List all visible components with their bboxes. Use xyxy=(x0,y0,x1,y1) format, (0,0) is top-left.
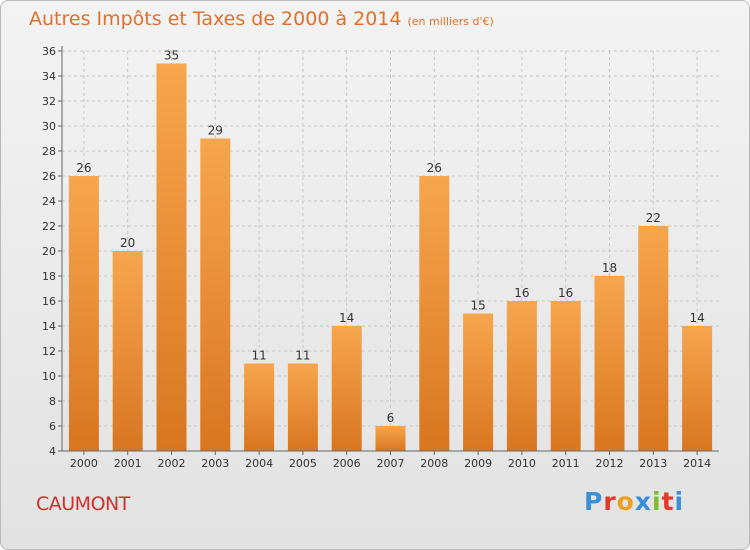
logo-letter: t xyxy=(661,487,675,516)
x-tick-label: 2000 xyxy=(70,457,98,470)
title-unit: (en milliers d'€) xyxy=(407,15,494,28)
y-tick-label: 32 xyxy=(42,95,56,108)
y-tick-label: 36 xyxy=(42,45,56,58)
bar xyxy=(594,276,625,451)
bar xyxy=(244,363,275,451)
bar xyxy=(638,226,669,451)
bar xyxy=(550,301,581,451)
chart-title: Autres Impôts et Taxes de 2000 à 2014 (en… xyxy=(29,8,494,30)
y-tick-label: 8 xyxy=(49,395,56,408)
x-tick-label: 2009 xyxy=(464,457,492,470)
logo-letter: r xyxy=(603,487,617,516)
bar xyxy=(463,313,494,451)
bar-value-label: 6 xyxy=(387,411,395,425)
x-tick-label: 2005 xyxy=(289,457,317,470)
bar xyxy=(112,251,143,451)
town-name: CAUMONT xyxy=(36,493,130,515)
axes: 4 6 8 10 12 14 16 18 20 22 24 26 28 30 32 34 36 2000 2001 2… xyxy=(42,45,719,470)
bar-value-label: 29 xyxy=(208,124,223,138)
bar xyxy=(419,176,450,451)
bar xyxy=(682,326,713,451)
y-tick-label: 18 xyxy=(42,270,56,283)
x-tick-label: 2004 xyxy=(245,457,273,470)
bar-value-label: 16 xyxy=(514,286,529,300)
bar-value-label: 35 xyxy=(164,49,179,63)
bar xyxy=(375,426,406,451)
x-tick-label: 2013 xyxy=(639,457,667,470)
y-tick-label: 26 xyxy=(42,170,56,183)
bar-value-label: 11 xyxy=(295,349,310,363)
x-tick-label: 2003 xyxy=(201,457,229,470)
y-tick-label: 34 xyxy=(42,70,56,83)
y-tick-label: 6 xyxy=(49,420,56,433)
bar-value-label: 16 xyxy=(558,286,573,300)
y-tick-label: 4 xyxy=(49,445,56,458)
proxiti-logo[interactable]: Proxiti xyxy=(584,487,684,516)
x-tick-label: 2010 xyxy=(508,457,536,470)
logo-letter: P xyxy=(584,487,604,516)
y-tick-label: 24 xyxy=(42,195,56,208)
title-text: Autres Impôts et Taxes de 2000 à 2014 xyxy=(29,8,402,30)
x-tick-label: 2014 xyxy=(683,457,711,470)
bar-value-label: 26 xyxy=(427,161,442,175)
x-tick-label: 2012 xyxy=(596,457,624,470)
bar xyxy=(200,138,231,451)
logo-letter: i xyxy=(674,487,685,516)
y-tick-label: 28 xyxy=(42,145,56,158)
bar-value-label: 15 xyxy=(470,299,485,313)
bar xyxy=(287,363,318,451)
logo-letter: i xyxy=(652,487,662,516)
x-tick-label: 2002 xyxy=(158,457,186,470)
x-tick-label: 2007 xyxy=(377,457,405,470)
logo-letter: x xyxy=(634,487,652,516)
x-tick-label: 2006 xyxy=(333,457,361,470)
bar xyxy=(68,176,99,451)
y-tick-label: 22 xyxy=(42,220,56,233)
bar xyxy=(156,63,187,451)
bar-value-label: 14 xyxy=(689,311,704,325)
bar-value-label: 18 xyxy=(602,261,617,275)
y-tick-label: 20 xyxy=(42,245,56,258)
bar-value-label: 26 xyxy=(76,161,91,175)
y-tick-label: 10 xyxy=(42,370,56,383)
bars: 26 20 35 29 11 11 14 6 26 15 16 16 18 22 14 xyxy=(68,49,713,451)
bar xyxy=(506,301,537,451)
bar-value-label: 20 xyxy=(120,236,135,250)
y-tick-label: 14 xyxy=(42,320,56,333)
bar-value-label: 11 xyxy=(251,349,266,363)
logo-letter: o xyxy=(616,487,635,516)
y-tick-label: 30 xyxy=(42,120,56,133)
x-tick-label: 2011 xyxy=(552,457,580,470)
x-tick-label: 2001 xyxy=(114,457,142,470)
x-tick-label: 2008 xyxy=(420,457,448,470)
y-tick-label: 12 xyxy=(42,345,56,358)
bar-value-label: 14 xyxy=(339,311,354,325)
y-tick-label: 16 xyxy=(42,295,56,308)
bar xyxy=(331,326,362,451)
bar-value-label: 22 xyxy=(646,211,661,225)
